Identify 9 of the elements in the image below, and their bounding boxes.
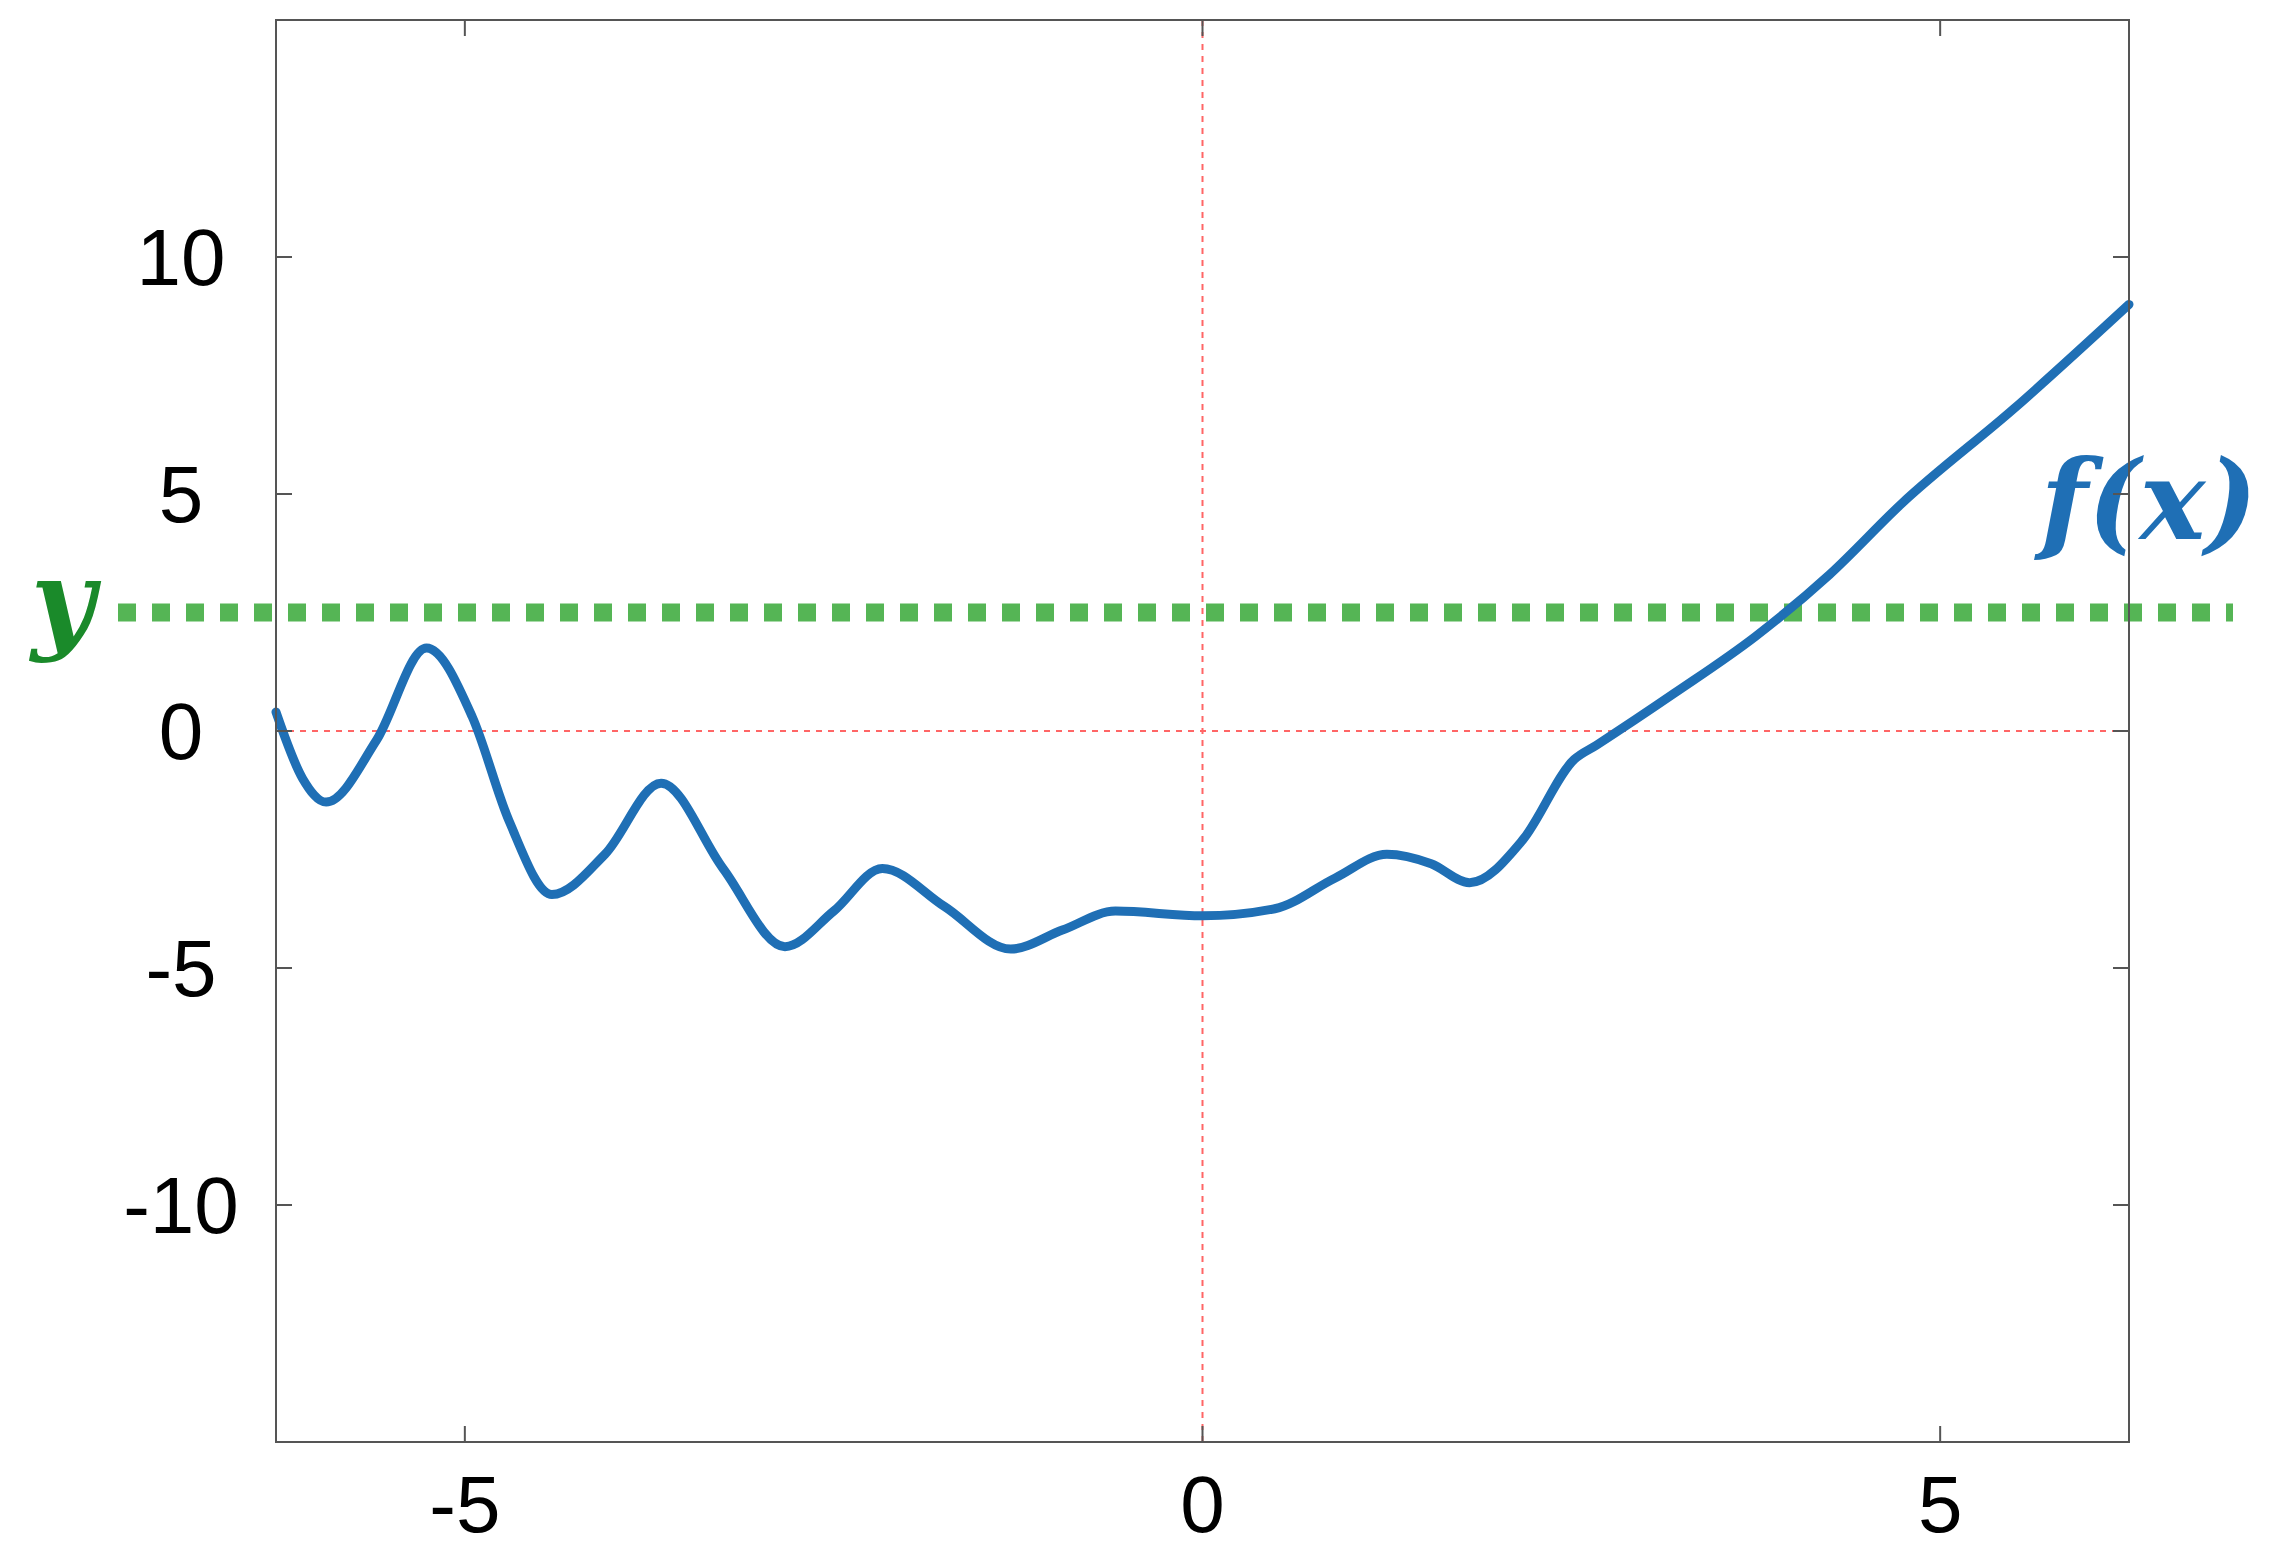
- ref-line-label: y: [28, 534, 103, 664]
- y-tick-label: -5: [145, 924, 217, 1013]
- y-tick-label: 10: [136, 213, 226, 302]
- x-tick-label: 0: [1180, 1460, 1225, 1549]
- x-tick-label: 5: [1917, 1460, 1963, 1549]
- y-tick-label: 0: [158, 687, 204, 776]
- y-tick-label: 5: [158, 450, 204, 539]
- x-tick-label: -5: [429, 1460, 501, 1549]
- y-tick-label: -10: [123, 1161, 239, 1250]
